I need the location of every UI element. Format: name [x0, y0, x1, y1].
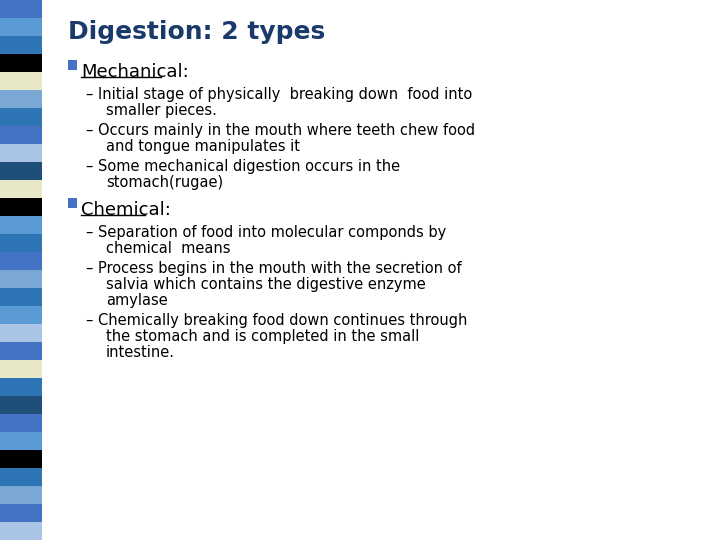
Bar: [0, 72, 42, 90]
Bar: [0, 324, 42, 342]
Text: intestine.: intestine.: [106, 345, 175, 360]
Bar: [0, 288, 42, 306]
Bar: [0, 270, 42, 288]
Text: amylase: amylase: [106, 293, 168, 308]
Bar: [0, 252, 42, 270]
Text: stomach(rugae): stomach(rugae): [106, 175, 223, 190]
Text: smaller pieces.: smaller pieces.: [106, 103, 217, 118]
Text: – Separation of food into molecular componds by: – Separation of food into molecular comp…: [86, 225, 446, 240]
Bar: [0, 54, 42, 72]
Bar: [0, 450, 42, 468]
Bar: [0, 306, 42, 324]
Text: – Some mechanical digestion occurs in the: – Some mechanical digestion occurs in th…: [86, 159, 400, 174]
Bar: [0, 0, 42, 18]
Bar: [68, 60, 77, 70]
Bar: [0, 90, 42, 108]
Bar: [0, 108, 42, 126]
Bar: [0, 180, 42, 198]
Bar: [0, 144, 42, 162]
Bar: [0, 234, 42, 252]
Bar: [0, 216, 42, 234]
Bar: [42, 0, 52, 540]
Bar: [0, 198, 42, 216]
Bar: [0, 486, 42, 504]
Bar: [68, 198, 77, 207]
Text: Digestion: 2 types: Digestion: 2 types: [68, 20, 325, 44]
Text: chemical  means: chemical means: [106, 241, 230, 256]
Text: – Initial stage of physically  breaking down  food into: – Initial stage of physically breaking d…: [86, 87, 472, 102]
Text: the stomach and is completed in the small: the stomach and is completed in the smal…: [106, 329, 419, 344]
Bar: [0, 432, 42, 450]
Bar: [0, 36, 42, 54]
Text: – Chemically breaking food down continues through: – Chemically breaking food down continue…: [86, 313, 467, 328]
Text: – Occurs mainly in the mouth where teeth chew food: – Occurs mainly in the mouth where teeth…: [86, 123, 475, 138]
Bar: [0, 18, 42, 36]
Bar: [0, 126, 42, 144]
Text: and tongue manipulates it: and tongue manipulates it: [106, 139, 300, 154]
Bar: [0, 342, 42, 360]
Bar: [0, 396, 42, 414]
Text: – Process begins in the mouth with the secretion of: – Process begins in the mouth with the s…: [86, 261, 462, 276]
Text: Chemical:: Chemical:: [81, 201, 171, 219]
Bar: [0, 522, 42, 540]
Bar: [0, 360, 42, 378]
Bar: [0, 378, 42, 396]
Bar: [0, 468, 42, 486]
Text: Mechanical:: Mechanical:: [81, 63, 189, 81]
Bar: [0, 162, 42, 180]
Text: salvia which contains the digestive enzyme: salvia which contains the digestive enzy…: [106, 277, 426, 292]
Bar: [0, 414, 42, 432]
Bar: [0, 504, 42, 522]
